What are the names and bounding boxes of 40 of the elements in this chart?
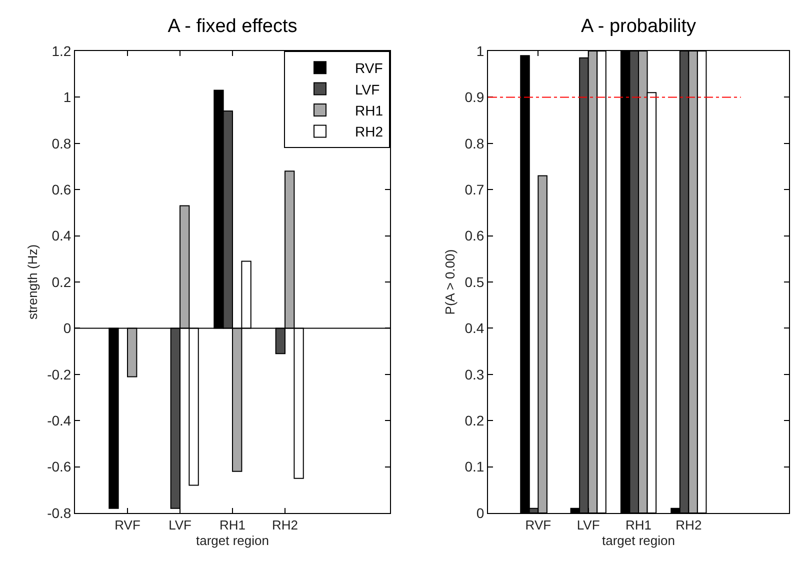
legend-label: RH1 <box>355 102 384 118</box>
chart-title: A - probability <box>580 16 697 37</box>
legend-label: RH2 <box>355 124 384 140</box>
y-tick-label: 0.1 <box>464 458 484 475</box>
x-tick-label: LVF <box>576 518 600 533</box>
y-tick-label: 1 <box>63 89 72 106</box>
y-tick-label: 0.8 <box>464 135 484 152</box>
y-tick-label: 1.2 <box>52 42 72 59</box>
y-axis-title: P(A > 0.00) <box>442 249 458 315</box>
y-tick-label: 0.4 <box>52 228 72 244</box>
y-tick-label: 0.7 <box>464 182 484 198</box>
x-axis-title: target region <box>196 533 269 548</box>
x-axis-title: target region <box>602 533 675 548</box>
chart-title: A - fixed effects <box>168 16 298 37</box>
y-tick-label: 0.5 <box>464 274 484 290</box>
legend-label: RVF <box>355 60 383 76</box>
x-tick-label: RH2 <box>676 518 702 533</box>
y-tick-label: 0.3 <box>464 366 484 382</box>
y-tick-label: 0.9 <box>464 89 484 106</box>
y-tick-label: 1 <box>476 42 484 59</box>
x-tick-label: RH1 <box>219 518 246 533</box>
y-tick-label: 0.8 <box>52 135 72 152</box>
y-tick-label: 0 <box>476 504 484 521</box>
y-tick-label: 0.4 <box>464 320 484 336</box>
legend-label: LVF <box>355 81 380 98</box>
y-tick-label: 0.6 <box>464 228 484 244</box>
y-axis-title: strength (Hz) <box>25 244 40 320</box>
x-tick-label: RH2 <box>272 518 298 533</box>
y-tick-label: -0.6 <box>47 458 72 475</box>
x-tick-label: RH1 <box>625 518 652 533</box>
y-tick-label: 0.6 <box>52 182 72 198</box>
y-tick-label: -0.8 <box>47 504 72 521</box>
x-tick-label: RVF <box>525 518 552 533</box>
y-tick-label: -0.4 <box>47 412 72 428</box>
x-tick-label: LVF <box>168 518 192 533</box>
y-tick-label: 0.2 <box>464 412 484 428</box>
y-tick-label: -0.2 <box>47 366 72 382</box>
y-tick-label: 0.2 <box>52 274 72 290</box>
x-tick-label: RVF <box>114 518 140 533</box>
y-tick-label: 0 <box>63 320 72 336</box>
